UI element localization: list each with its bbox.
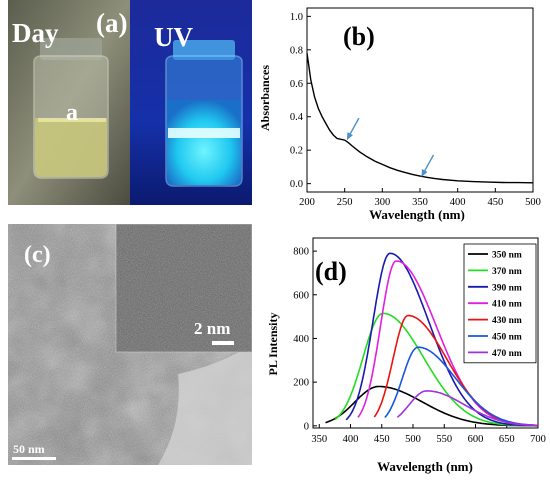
x-tick-label: 200	[299, 197, 315, 208]
y-tick-label: 400	[293, 334, 309, 345]
legend-entry: 430 nm	[492, 316, 522, 326]
annotation-arrow	[421, 154, 435, 177]
x-tick-label: 700	[530, 434, 546, 445]
tem-image-svg: (c) 2 nm 50 nm	[8, 224, 252, 465]
y-tick-label: 200	[293, 378, 309, 389]
x-tick-label: 500	[525, 197, 541, 208]
y-tick-label: 0.0	[290, 179, 303, 190]
legend-entry: 350 nm	[492, 251, 522, 261]
x-tick-label: 350	[412, 197, 428, 208]
panel-d-pl-chart: 350 400 450 500 550 600 650 700 0 200 400 600 800 3…	[255, 224, 550, 477]
panel-c-label: (c)	[24, 242, 51, 268]
main-scale-bar	[12, 457, 56, 460]
y-tick-label: 0.2	[290, 146, 303, 157]
x-tick-label: 250	[337, 197, 353, 208]
inset-scale-bar	[212, 341, 234, 345]
legend-entry: 390 nm	[492, 283, 522, 293]
annotation-arrow	[346, 117, 360, 141]
pl-series-line	[345, 252, 538, 427]
panel-b-absorbance-chart: 200 250 300 350 400 450 500 0.0 0.2 0.4 0.6 0.8 1.0…	[255, 0, 550, 222]
pl-series-line	[334, 312, 538, 427]
legend-entry: 470 nm	[492, 349, 522, 359]
y-tick-label: 0	[304, 421, 309, 432]
y-tick-label: 800	[293, 247, 309, 258]
panel-c-micrograph: (c) 2 nm 50 nm	[8, 224, 252, 465]
plot-frame	[312, 237, 539, 429]
y-tick-label: 0.6	[290, 79, 303, 90]
legend-entry: 410 nm	[492, 300, 522, 310]
y-tick-label: 0.4	[290, 112, 304, 123]
x-tick-label: 300	[374, 197, 390, 208]
legend: 350 nm 370 nm 390 nm 410 nm 430 nm 450 nm 470 …	[463, 243, 537, 364]
pl-series-line	[396, 390, 538, 427]
panel-d-label: (d)	[315, 257, 347, 286]
legend-entry: 450 nm	[492, 333, 522, 343]
vial-label: a	[66, 100, 78, 126]
x-axis-label: Wavelength (nm)	[377, 459, 473, 474]
y-axis-label: Absorbances	[258, 65, 272, 131]
x-tick-label: 600	[468, 434, 484, 445]
x-tick-label: 650	[499, 434, 515, 445]
y-tick-label: 600	[293, 290, 309, 301]
x-tick-label: 350	[311, 434, 327, 445]
panel-a-label: (a)	[96, 8, 127, 38]
vial-photo-svg: Day (a) UV a	[8, 0, 252, 205]
inset-scale-label: 2 nm	[194, 319, 230, 338]
day-vial	[33, 38, 109, 179]
x-tick-label: 450	[487, 197, 503, 208]
x-axis-label: Wavelength (nm)	[369, 207, 465, 222]
uv-vial	[165, 40, 243, 187]
x-tick-label: 400	[450, 197, 466, 208]
x-tick-label: 550	[436, 434, 452, 445]
absorbance-series-line	[306, 53, 534, 184]
hrtem-inset	[115, 224, 252, 353]
panel-b-label: (b)	[343, 22, 375, 51]
day-label: Day	[12, 18, 59, 48]
uv-label: UV	[154, 22, 193, 52]
y-axis-label: PL Intensity	[266, 312, 280, 375]
x-tick-label: 450	[374, 434, 390, 445]
x-tick-label: 500	[405, 434, 421, 445]
y-tick-label: 0.8	[290, 45, 303, 56]
pl-series-line	[325, 385, 538, 427]
absorbance-chart-svg: 200 250 300 350 400 450 500 0.0 0.2 0.4 0.6 0.8 1.0…	[258, 7, 541, 222]
legend-entry: 370 nm	[492, 267, 522, 277]
plot-frame	[306, 7, 534, 193]
panel-a-photo: Day (a) UV a	[8, 0, 252, 205]
pl-chart-svg: 350 400 450 500 550 600 650 700 0 200 400 600 800 3…	[266, 237, 546, 474]
main-scale-label: 50 nm	[13, 442, 45, 456]
y-tick-label: 1.0	[290, 12, 303, 23]
x-tick-label: 400	[343, 434, 359, 445]
